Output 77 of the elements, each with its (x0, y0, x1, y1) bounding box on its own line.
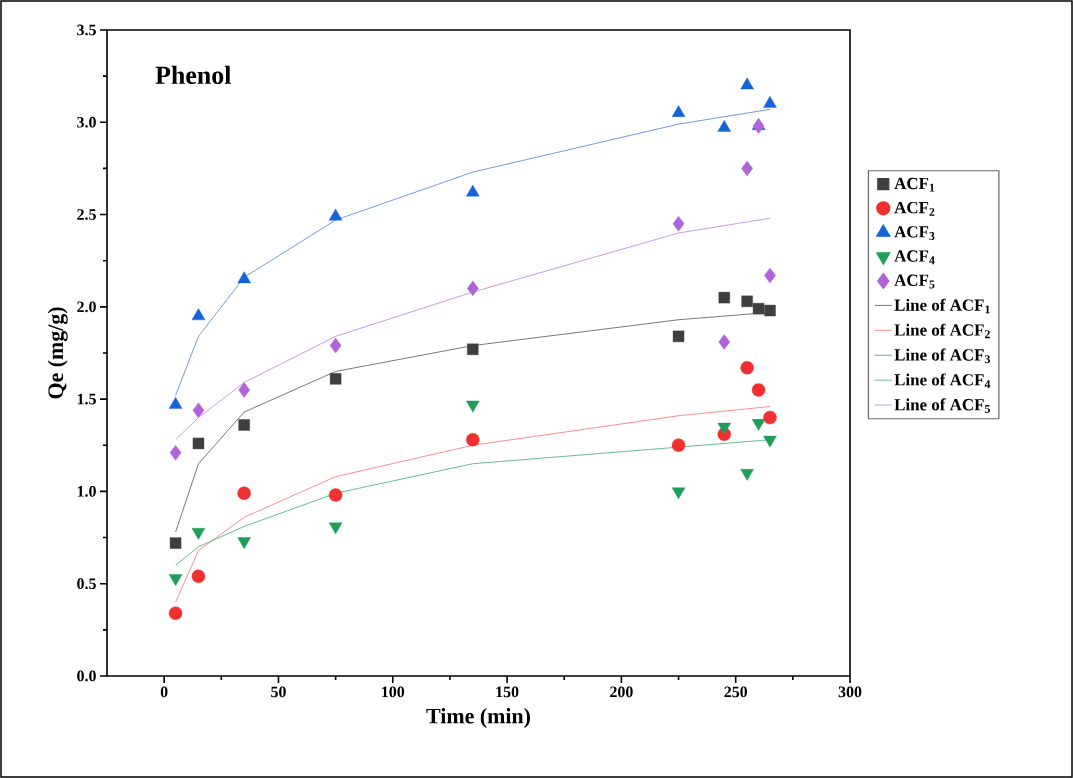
point (751, 419, 766, 431)
point (466, 280, 479, 297)
y-tick-label: 1.5 (77, 393, 96, 405)
point (329, 373, 342, 385)
legend-label: Line of ACF$_{2}$ (894, 323, 990, 339)
point (466, 400, 480, 413)
point (328, 522, 343, 535)
point (752, 118, 765, 134)
point (671, 105, 686, 117)
point (672, 216, 685, 232)
point (192, 437, 205, 450)
legend-label: Line of ACF$_{5}$ (894, 398, 990, 413)
point (741, 160, 753, 177)
point (237, 537, 251, 549)
legend-label: ACF$_{5}$ (894, 274, 935, 289)
y-tick-label: 2.5 (77, 209, 96, 220)
point (192, 402, 205, 418)
point (191, 308, 206, 321)
point (168, 606, 183, 620)
line-series (175, 217, 771, 441)
y-tick-label: 3.0 (77, 116, 96, 128)
point (763, 96, 777, 108)
y-tick-label: 2.0 (77, 301, 96, 313)
point (740, 361, 754, 375)
point (763, 410, 777, 425)
x-tick-label: 150 (496, 686, 519, 698)
x-tick-label: 0 (160, 686, 168, 698)
point (237, 486, 251, 500)
y-tick-label: 0.0 (77, 670, 96, 682)
point (718, 334, 731, 350)
point (764, 267, 776, 284)
legend-label: Line of ACF$_{1}$ (894, 298, 990, 314)
point (466, 433, 480, 447)
point (752, 302, 765, 315)
point (740, 77, 754, 90)
point (718, 291, 730, 304)
point (741, 295, 753, 307)
x-tick-label: 100 (382, 686, 405, 698)
legend-label: ACF$_{2}$ (894, 201, 935, 216)
point (763, 435, 777, 448)
point (238, 382, 250, 398)
point (169, 537, 182, 549)
legend-label: ACF$_{1}$ (894, 177, 935, 192)
y-tick-label: 0.5 (77, 578, 96, 590)
point (717, 120, 731, 132)
point (467, 343, 479, 355)
point (671, 438, 686, 452)
point (751, 383, 766, 397)
point (328, 208, 343, 221)
x-axis-title: Time (min) (426, 708, 530, 728)
y-axis-title: Qe (mg/g) (47, 307, 68, 399)
point (717, 422, 731, 435)
x-tick-label: 200 (610, 686, 633, 698)
legend-label: Line of ACF$_{3}$ (894, 348, 990, 364)
x-tick-label: 300 (838, 686, 862, 698)
point (764, 304, 776, 317)
point (191, 569, 206, 584)
point (169, 444, 182, 461)
point (328, 488, 343, 502)
point (238, 419, 250, 431)
legend-label: ACF$_{3}$ (894, 226, 935, 241)
legend-label: ACF$_{4}$ (894, 250, 935, 265)
point (740, 469, 754, 481)
point (168, 574, 183, 586)
line-series (175, 406, 771, 603)
point (671, 487, 686, 500)
point (329, 337, 342, 354)
y-tick-label: 1.0 (77, 486, 96, 497)
point (466, 184, 480, 197)
text: Phenol (155, 65, 231, 85)
x-tick-label: 250 (724, 686, 748, 698)
point (191, 528, 206, 540)
point (237, 271, 251, 284)
x-tick-label: 50 (271, 686, 286, 698)
y-tick-label: 3.5 (77, 24, 96, 36)
legend-label: Line of ACF$_{4}$ (894, 373, 991, 388)
point (672, 330, 685, 343)
